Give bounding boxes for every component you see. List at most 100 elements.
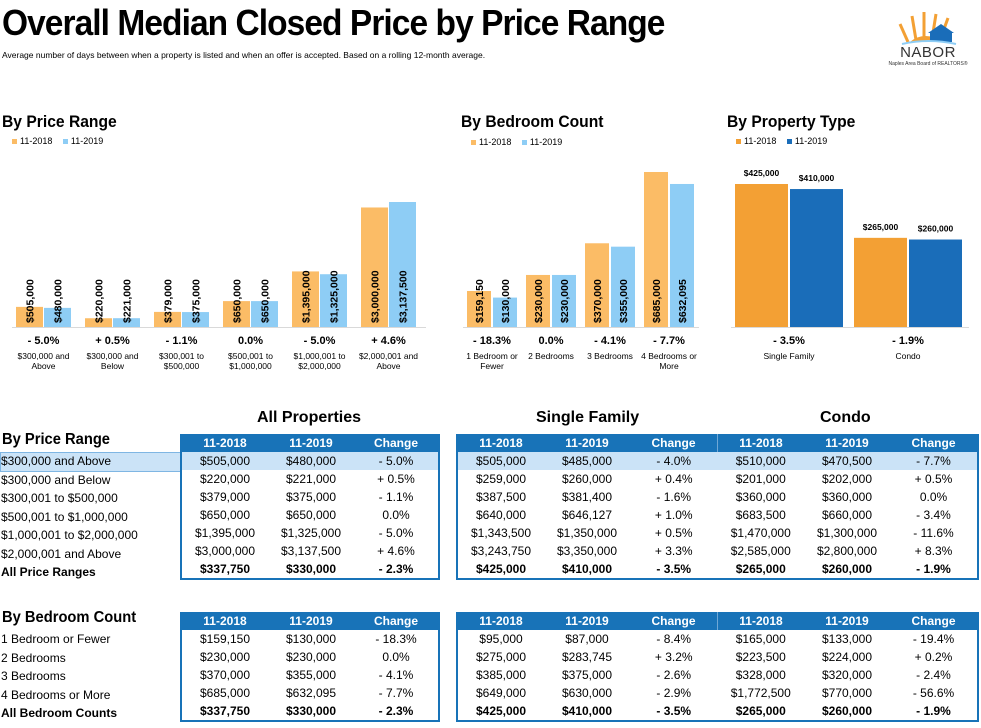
bar-2-0-0 (735, 184, 788, 327)
change-cell: - 2.6% (656, 668, 692, 682)
table-row-label: $300,000 and Above (1, 454, 112, 468)
bar-value-label: $685,000 (651, 279, 663, 323)
legend-2019: 11-2019 (794, 136, 828, 146)
price-cell: $1,325,000 (280, 526, 342, 540)
column-header: 11-2018 (457, 434, 544, 452)
price-cell: $330,000 (285, 562, 337, 576)
change-cell: - 3.5% (656, 562, 692, 576)
table-row-label: All Price Ranges (1, 565, 96, 579)
price-cell: $2,585,000 (730, 544, 791, 558)
table-header-row: 11-2018 11-2019 Change 11-2018 11-2019 Change (457, 612, 978, 630)
category-label: $500,000 (164, 361, 200, 371)
change-cell: - 2.9% (656, 686, 692, 700)
price-cell: $260,000 (821, 562, 873, 576)
category-label: $300,001 to (159, 351, 204, 361)
price-cell: $425,000 (475, 704, 527, 718)
chart-title-price-range: By Price Range (2, 112, 117, 131)
bar-2-0-1 (790, 189, 843, 327)
bar-0-3-0 (223, 301, 250, 327)
table-section-title: By Price Range (2, 431, 110, 448)
bar-value-label: $425,000 (744, 168, 780, 178)
column-header: 11-2019 (804, 434, 890, 452)
price-cell: $221,000 (285, 472, 337, 486)
change-cell: + 0.5% (914, 472, 953, 486)
change-cell: - 1.9% (916, 562, 951, 576)
change-label: - 5.0% (28, 335, 60, 347)
price-cell: $330,000 (285, 704, 337, 718)
price-cell: $260,000 (821, 704, 873, 718)
price-cell: $375,000 (561, 668, 613, 682)
change-label: - 4.1% (594, 335, 626, 347)
category-label: 2 Bedrooms (528, 351, 574, 361)
bar-value-label: $265,000 (863, 222, 899, 232)
change-cell: - 11.6% (913, 526, 954, 540)
table-row: $3,000,000 $3,137,500 + 4.6% (181, 542, 439, 560)
table-total-row: $337,750 $330,000 - 2.3% (181, 702, 439, 721)
category-label: More (659, 361, 679, 371)
price-cell: $505,000 (457, 452, 544, 470)
bar-1-2-0 (585, 243, 609, 327)
chart-title-property-type: By Property Type (727, 112, 856, 131)
price-cell: $355,000 (285, 668, 337, 682)
bar-value-label: $3,000,000 (370, 270, 382, 323)
price-cell: $387,500 (475, 490, 527, 504)
price-cell: $660,000 (821, 508, 873, 522)
price-cell: $3,350,000 (556, 544, 618, 558)
change-cell: - 5.0% (354, 452, 439, 470)
price-cell: $201,000 (735, 472, 786, 486)
bar-charts: $505,000 $480,000- 5.0%$300,000 andAbove$… (12, 168, 969, 371)
price-cell: $259,000 (475, 472, 527, 486)
table-total-row: $425,000 $410,000 - 3.5% $265,000 $260,000 - … (457, 702, 978, 721)
bar-value-label: $130,000 (500, 279, 512, 323)
category-label: 3 Bedrooms (587, 351, 633, 361)
data-table-bed: 11-2018 11-2019 Change $159,150 $130,000 - 18… (180, 612, 440, 722)
table-row-label: 3 Bedrooms (1, 669, 66, 683)
column-header: 11-2019 (268, 612, 354, 630)
column-header: Change (354, 434, 439, 452)
data-table-bed: 11-2018 11-2019 Change 11-2018 11-2019 Change… (456, 612, 979, 722)
table-row: $1,395,000 $1,325,000 - 5.0% (181, 524, 439, 542)
table-row-label: All Bedroom Counts (1, 706, 117, 720)
category-label: Single Family (763, 351, 815, 361)
table-section-title: By Bedroom Count (2, 609, 137, 626)
change-cell: - 4.0% (630, 452, 718, 470)
price-cell: $379,000 (199, 490, 251, 504)
price-cell: $360,000 (735, 490, 786, 504)
table-row: $505,000 $485,000- 4.0% $510,000 $470,500- … (457, 452, 978, 470)
bar-0-0-0 (16, 306, 43, 327)
price-cell: $360,000 (821, 490, 873, 504)
price-cell: $95,000 (479, 632, 523, 646)
nabor-logo: NABOR Naples Area Board of REALTORS® (880, 2, 976, 70)
bar-0-2-0 (154, 311, 181, 327)
change-cell: 0.0% (382, 508, 410, 522)
bar-1-0-0 (467, 290, 491, 327)
bar-value-label: $221,000 (122, 279, 134, 323)
table-header-row: 11-2018 11-2019 Change 11-2018 11-2019 Change (457, 434, 978, 452)
bar-2-1-0 (854, 237, 907, 327)
bar-1-2-1 (611, 246, 635, 327)
bar-2-1-1 (909, 239, 962, 327)
price-cell: $505,000 (181, 452, 268, 470)
group-title-condo: Condo (820, 409, 871, 426)
price-cell: $224,000 (821, 650, 873, 664)
price-cell: $770,000 (821, 686, 873, 700)
table-row: $259,000 $260,000 + 0.4% $201,000 $202,000 + … (457, 470, 978, 488)
change-cell: - 8.4% (656, 632, 692, 646)
price-cell: $1,470,000 (730, 526, 791, 540)
table-row: $385,000 $375,000 - 2.6% $328,000 $320,000 - … (457, 666, 978, 684)
change-cell: - 1.6% (656, 490, 692, 504)
table-row-label: $500,001 to $1,000,000 (1, 509, 128, 524)
sun-logo-icon (898, 12, 957, 45)
bar-0-5-1 (389, 202, 416, 327)
bar-1-3-0 (644, 172, 668, 327)
price-cell: $320,000 (821, 668, 873, 682)
bar-0-3-1 (251, 301, 278, 327)
price-cell: $650,000 (199, 508, 251, 522)
change-cell: - 2.4% (916, 668, 951, 682)
price-cell: $485,000 (544, 452, 630, 470)
price-cell: $410,000 (561, 562, 613, 576)
change-cell: - 2.3% (378, 704, 414, 718)
change-label: 0.0% (538, 335, 563, 347)
change-cell: - 4.1% (378, 668, 414, 682)
column-header: 11-2018 (717, 434, 804, 452)
